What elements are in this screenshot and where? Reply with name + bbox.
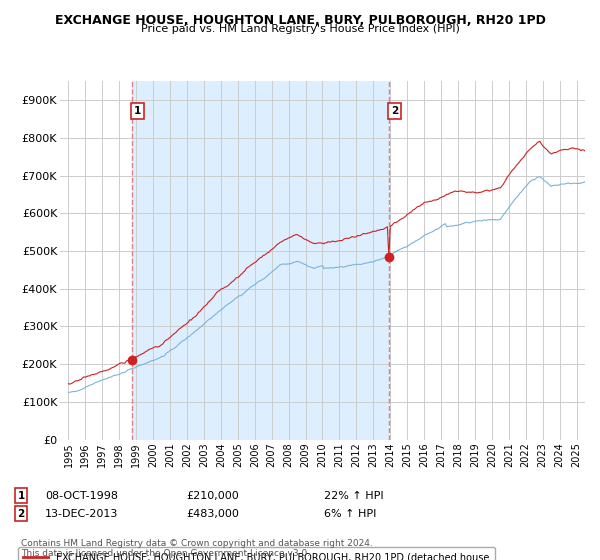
Text: Price paid vs. HM Land Registry's House Price Index (HPI): Price paid vs. HM Land Registry's House … [140, 24, 460, 34]
Text: 1: 1 [17, 491, 25, 501]
Text: 2: 2 [391, 106, 398, 116]
Text: £483,000: £483,000 [186, 508, 239, 519]
Text: EXCHANGE HOUSE, HOUGHTON LANE, BURY, PULBOROUGH, RH20 1PD: EXCHANGE HOUSE, HOUGHTON LANE, BURY, PUL… [55, 14, 545, 27]
Bar [133, 81, 389, 440]
Text: 2: 2 [17, 508, 25, 519]
Text: 08-OCT-1998: 08-OCT-1998 [45, 491, 118, 501]
Text: £210,000: £210,000 [186, 491, 239, 501]
Legend: EXCHANGE HOUSE, HOUGHTON LANE, BURY, PULBOROUGH, RH20 1PD (detached house, HPI: : EXCHANGE HOUSE, HOUGHTON LANE, BURY, PUL… [17, 547, 495, 560]
Text: 6% ↑ HPI: 6% ↑ HPI [324, 508, 376, 519]
Text: 22% ↑ HPI: 22% ↑ HPI [324, 491, 383, 501]
Text: Contains HM Land Registry data © Crown copyright and database right 2024.
This d: Contains HM Land Registry data © Crown c… [21, 539, 373, 558]
Text: 1: 1 [134, 106, 141, 116]
Text: 13-DEC-2013: 13-DEC-2013 [45, 508, 118, 519]
